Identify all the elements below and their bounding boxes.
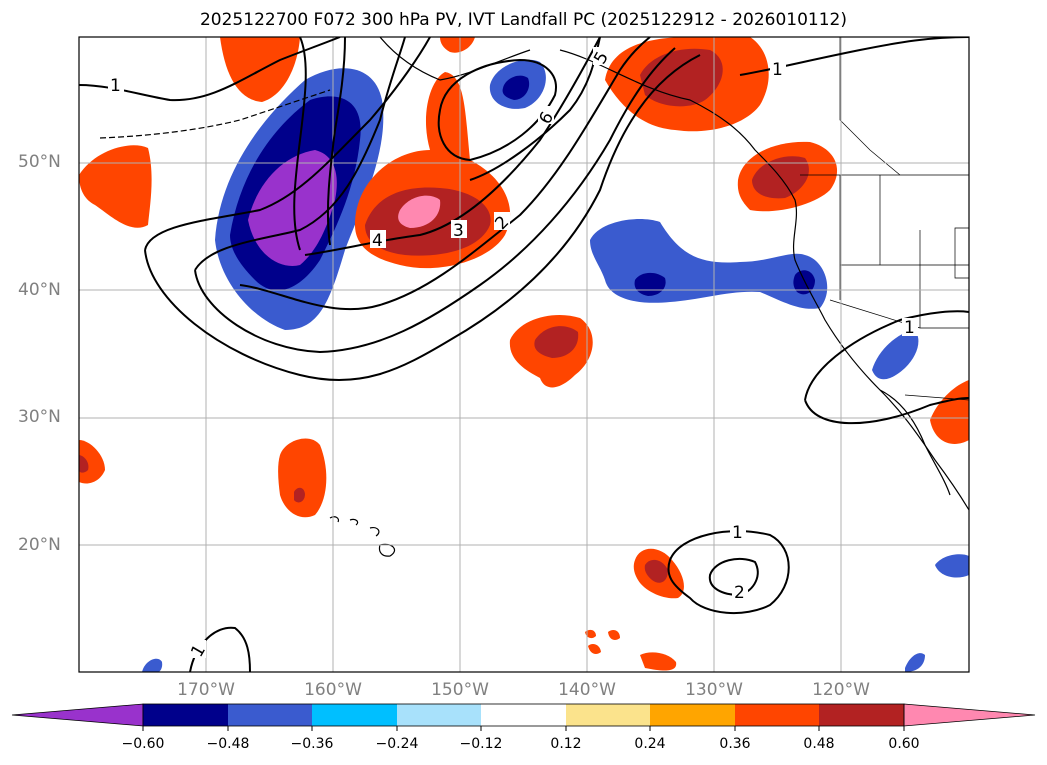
colorbar-bin bbox=[228, 704, 312, 726]
colorbar-tick-label: 0.48 bbox=[803, 736, 835, 752]
map-frame bbox=[78, 36, 970, 673]
contour-upper-1 bbox=[79, 37, 341, 102]
neg-anomaly-small-2 bbox=[905, 653, 925, 672]
colorbar-tick-label: −0.36 bbox=[290, 736, 334, 752]
colorbar-bin bbox=[397, 704, 481, 726]
colorbar-bin bbox=[143, 704, 228, 726]
lon-tick-label: 120°W bbox=[812, 680, 870, 700]
colorbar-bin bbox=[312, 704, 397, 726]
pos-anomaly-small-1 bbox=[640, 652, 677, 671]
colorbar-tick-label: −0.60 bbox=[121, 736, 165, 752]
contour-upper-2 bbox=[293, 37, 307, 251]
lon-tick-label: 130°W bbox=[685, 680, 743, 700]
neg-anomaly-small-3 bbox=[142, 658, 163, 672]
colorbar-bin bbox=[566, 704, 650, 726]
neg-anomaly-region-f-core2 bbox=[793, 270, 815, 295]
colorbar bbox=[11, 703, 1036, 731]
lon-tick-label: 140°W bbox=[558, 680, 616, 700]
coastline-layer bbox=[99, 37, 969, 557]
pos-anomaly-small-3 bbox=[608, 630, 620, 640]
lat-tick-label: 40°N bbox=[18, 280, 61, 300]
neg-anomaly-region-l bbox=[872, 330, 919, 380]
pos-anomaly-region-i-core bbox=[294, 487, 305, 503]
lat-tick-label: 30°N bbox=[18, 407, 61, 427]
contour-label: 2 bbox=[734, 583, 745, 603]
colorbar-bin bbox=[650, 704, 735, 726]
contour-coast-1 bbox=[804, 310, 969, 425]
colorbar-tick-label: 0.12 bbox=[550, 736, 582, 752]
lon-tick-label: 150°W bbox=[431, 680, 489, 700]
baja-coast bbox=[879, 389, 951, 496]
contour-4-ring bbox=[304, 37, 601, 256]
map-title: 2025122700 F072 300 hPa PV, IVT Landfall… bbox=[199, 10, 847, 30]
pos-anomaly-region-j bbox=[79, 440, 105, 484]
neg-anomaly-region-c-core bbox=[502, 75, 530, 100]
lon-tick-label: 170°W bbox=[177, 680, 235, 700]
pos-anomaly-region-g bbox=[79, 145, 152, 228]
pos-anomaly-small-4 bbox=[588, 644, 601, 654]
pos-anomaly-region-m bbox=[930, 380, 969, 444]
colorbar-bin bbox=[819, 704, 904, 726]
contour-label: 1 bbox=[772, 60, 783, 80]
alaska-peninsula bbox=[379, 37, 531, 81]
north-america-coast bbox=[559, 49, 969, 511]
colorbar-tick-marks bbox=[142, 726, 905, 731]
aleutian-islands bbox=[99, 89, 331, 139]
pos-anomaly-region-k-core bbox=[644, 559, 668, 583]
pos-anomaly-small-6 bbox=[440, 37, 475, 53]
lon-tick-label: 160°W bbox=[304, 680, 362, 700]
contour-east-1 bbox=[739, 37, 969, 76]
neg-anomaly-region-f bbox=[590, 219, 828, 309]
contour-1-outer bbox=[144, 37, 431, 251]
colorbar-min-extend bbox=[11, 703, 144, 727]
contour-sub-2 bbox=[708, 557, 759, 597]
colorbar-tick-label: 0.36 bbox=[719, 736, 751, 752]
contour-sub-1 bbox=[667, 530, 790, 615]
lat-tick-label: 50°N bbox=[18, 152, 61, 172]
pos-anomaly-region-i bbox=[278, 438, 327, 518]
contour-label: 4 bbox=[372, 231, 383, 251]
canada-province-border bbox=[839, 37, 901, 176]
contour-upper-3 bbox=[326, 37, 346, 246]
neg-anomaly-small-1 bbox=[935, 554, 969, 578]
colorbar-bin bbox=[735, 704, 819, 726]
lat-tick-label: 20°N bbox=[18, 535, 61, 555]
contour-1-lower bbox=[144, 54, 701, 382]
colorbar-tick-label: 0.24 bbox=[634, 736, 666, 752]
contour-label: 1 bbox=[732, 523, 743, 543]
pos-anomaly-region-b-peak bbox=[398, 195, 441, 228]
hawaii-islands bbox=[329, 516, 395, 557]
contour-2-ring bbox=[194, 37, 676, 354]
contour-label: 1 bbox=[110, 76, 121, 96]
border-layer bbox=[800, 37, 969, 401]
contour-5-band bbox=[469, 37, 601, 181]
contour-label: 3 bbox=[453, 221, 464, 241]
gridlines bbox=[79, 37, 969, 672]
colorbar-tick-label: 0.60 bbox=[888, 736, 920, 752]
colorbar-tick-label: −0.48 bbox=[206, 736, 250, 752]
contour-6-ring bbox=[437, 58, 557, 162]
contour-label: 1 bbox=[904, 318, 915, 338]
colorbar-frame bbox=[142, 703, 905, 727]
pos-anomaly-small-2 bbox=[585, 629, 596, 639]
colorbar-bin bbox=[481, 704, 566, 726]
colorbar-tick-label: −0.12 bbox=[459, 736, 503, 752]
colorbar-max-extend bbox=[903, 703, 1036, 727]
pos-anomaly-region-j-core bbox=[79, 455, 89, 473]
contour-layer bbox=[79, 37, 969, 672]
pos-anomaly-region-h-core bbox=[534, 326, 579, 358]
state-borders bbox=[829, 175, 969, 329]
contour-labels: 1 1 1 1 1 1 2 2 3 4 5 6 bbox=[108, 47, 918, 661]
colorbar-tick-label: −0.24 bbox=[375, 736, 419, 752]
